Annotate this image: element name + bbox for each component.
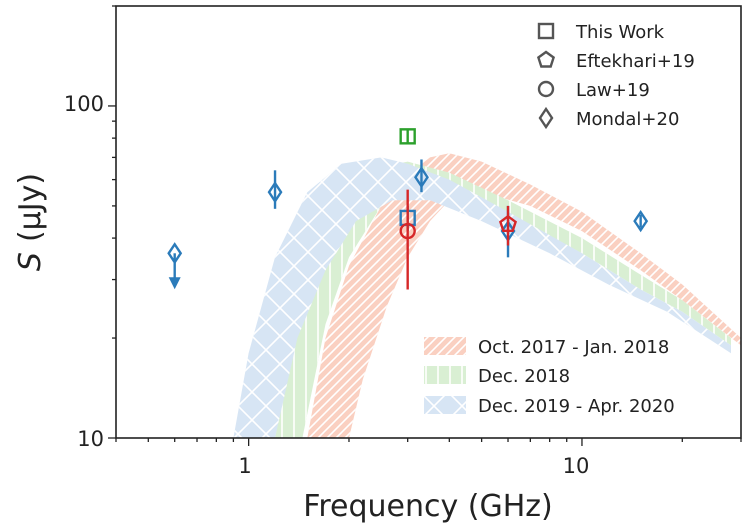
x-tick-label-1: 1: [238, 454, 251, 478]
data-point-4: [633, 209, 649, 233]
band-legend-label-oct2017: Oct. 2017 - Jan. 2018: [478, 337, 669, 358]
upper-limit-arrow-head: [168, 277, 181, 290]
band-legend-label-dec2019: Dec. 2019 - Apr. 2020: [478, 396, 675, 417]
legend-label-eftekhari19: Eftekhari+19: [576, 51, 695, 72]
marker-diamond: [633, 209, 649, 233]
band-legend: Oct. 2017 - Jan. 2018 Dec. 2018 Dec. 201…: [424, 337, 675, 417]
band-legend-hatch-dec2018: [424, 366, 466, 384]
data-point-5: [399, 128, 416, 145]
legend-label-this-work: This Work: [575, 22, 665, 43]
y-axis-symbol: S: [13, 252, 48, 271]
data-point-8: [498, 205, 518, 246]
marker-square: [399, 128, 416, 145]
y-tick-label-10: 10: [77, 427, 104, 451]
legend-icon-square: [537, 22, 555, 40]
y-axis-unit: (µJy): [13, 173, 48, 242]
marker-diamond: [267, 181, 283, 204]
band-legend-hatch-oct2017: [424, 337, 466, 355]
y-axis-label: S (µJy): [13, 173, 48, 271]
marker-pentagon: [498, 214, 518, 233]
data-point-0: [167, 242, 183, 290]
band-hatch-dec2019: [233, 157, 731, 438]
band-legend-hatch-dec2019: [424, 396, 466, 414]
marker-diamond: [414, 166, 429, 189]
plot-frame: [115, 5, 742, 439]
x-tick-label-10: 10: [563, 454, 590, 478]
marker-circle: [399, 222, 416, 240]
marker-diamond: [167, 242, 183, 265]
legend-icon-circle: [537, 80, 555, 98]
x-axis-label: Frequency (GHz): [303, 489, 552, 524]
legend-icon-diamond: [538, 106, 554, 130]
legend-label-mondal20: Mondal+20: [576, 109, 679, 130]
data-point-1: [267, 170, 283, 209]
data-points: [167, 128, 649, 290]
data-point-7: [399, 189, 416, 290]
y-tick-label-100: 100: [64, 92, 104, 116]
axis-ticks: [108, 5, 742, 446]
data-point-2: [414, 159, 429, 193]
marker-legend: This Work Eftekhari+19 Law+19 Mondal+20: [536, 22, 695, 130]
band-legend-label-dec2018: Dec. 2018: [478, 366, 570, 387]
legend-label-law19: Law+19: [576, 80, 650, 101]
legend-icon-pentagon: [536, 50, 556, 68]
